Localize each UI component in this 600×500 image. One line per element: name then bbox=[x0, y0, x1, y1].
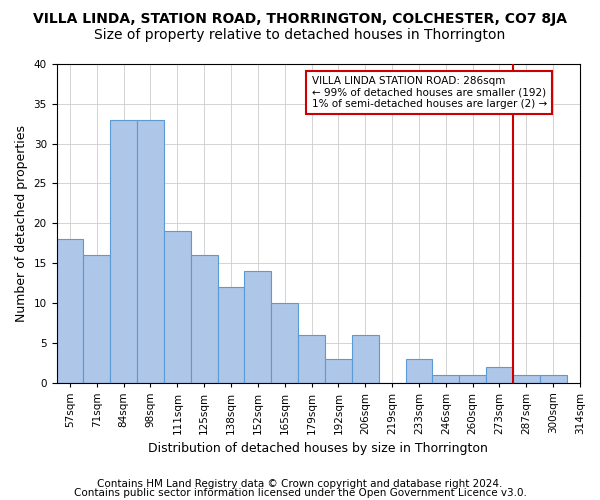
Bar bbox=[352, 334, 379, 382]
Bar bbox=[137, 120, 164, 382]
Y-axis label: Number of detached properties: Number of detached properties bbox=[15, 125, 28, 322]
Text: Contains public sector information licensed under the Open Government Licence v3: Contains public sector information licen… bbox=[74, 488, 526, 498]
Bar bbox=[271, 303, 298, 382]
X-axis label: Distribution of detached houses by size in Thorrington: Distribution of detached houses by size … bbox=[148, 442, 488, 455]
Bar bbox=[298, 334, 325, 382]
Bar bbox=[244, 271, 271, 382]
Text: VILLA LINDA, STATION ROAD, THORRINGTON, COLCHESTER, CO7 8JA: VILLA LINDA, STATION ROAD, THORRINGTON, … bbox=[33, 12, 567, 26]
Bar bbox=[83, 255, 110, 382]
Bar bbox=[459, 374, 486, 382]
Bar bbox=[486, 366, 513, 382]
Bar bbox=[56, 239, 83, 382]
Bar bbox=[433, 374, 459, 382]
Bar bbox=[191, 255, 218, 382]
Bar bbox=[110, 120, 137, 382]
Bar bbox=[513, 374, 540, 382]
Text: Contains HM Land Registry data © Crown copyright and database right 2024.: Contains HM Land Registry data © Crown c… bbox=[97, 479, 503, 489]
Bar bbox=[325, 358, 352, 382]
Bar bbox=[406, 358, 433, 382]
Text: VILLA LINDA STATION ROAD: 286sqm
← 99% of detached houses are smaller (192)
1% o: VILLA LINDA STATION ROAD: 286sqm ← 99% o… bbox=[311, 76, 547, 109]
Text: Size of property relative to detached houses in Thorrington: Size of property relative to detached ho… bbox=[94, 28, 506, 42]
Bar bbox=[218, 287, 244, 382]
Bar bbox=[164, 231, 191, 382]
Bar bbox=[540, 374, 566, 382]
